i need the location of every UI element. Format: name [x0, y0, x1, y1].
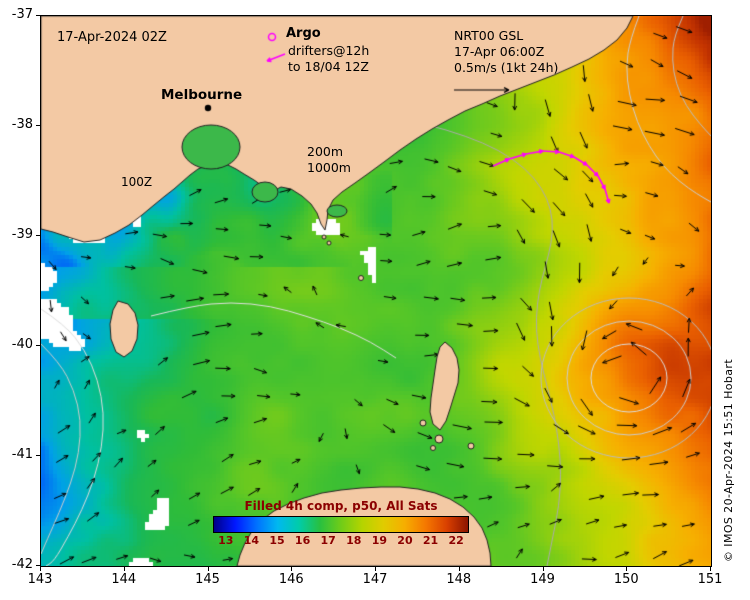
drifters-legend-line2: to 18/04 12Z [288, 59, 369, 74]
colorbar-tick-label: 18 [346, 534, 362, 547]
colorbar-title: Filled 4h comp, p50, All Sats [244, 499, 438, 513]
contour-depth-label-200m: 200m [307, 144, 344, 159]
y-tick-mark [36, 125, 40, 126]
city-label-melbourne: Melbourne [161, 87, 243, 103]
y-tick-label: -39 [11, 227, 33, 242]
x-tick-label: 150 [613, 572, 639, 587]
x-tick-mark [542, 567, 544, 571]
x-tick-label: 149 [530, 572, 555, 587]
sst-map-canvas [41, 16, 711, 566]
contour-depth-label-1000m: 1000m [307, 160, 351, 175]
colorbar-tick-labels: 13 14 15 16 17 18 19 20 21 22 [213, 534, 469, 547]
y-tick-label: -37 [11, 7, 33, 22]
gsl-legend-line1: NRT00 GSL [454, 28, 524, 43]
colorbar-tick-label: 15 [269, 534, 285, 547]
drifters-legend-line1: drifters@12h [288, 43, 370, 58]
map-plot-area: 17-Apr-2024 02Z Argo drifters@12h to 18/… [40, 15, 712, 567]
x-tick-mark [123, 567, 125, 571]
y-tick-label: -41 [11, 447, 33, 462]
x-tick-label: 144 [111, 572, 137, 587]
x-tick-label: 143 [27, 572, 53, 587]
y-tick-mark [36, 345, 40, 346]
y-tick-mark [36, 565, 40, 566]
x-tick-mark [291, 567, 293, 571]
x-tick-mark [207, 567, 209, 571]
x-tick-label: 147 [362, 572, 388, 587]
x-tick-label: 146 [278, 572, 304, 587]
colorbar-tick-label: 20 [397, 534, 413, 547]
y-tick-mark [36, 455, 40, 456]
colorbar: Filled 4h comp, p50, All Sats 13 14 15 16 17… [204, 499, 478, 547]
credit-text: © IMOS 20-Apr-2024 15:51 Hobart [722, 358, 735, 562]
y-tick-label: -40 [11, 337, 33, 352]
colorbar-tick-label: 22 [448, 534, 464, 547]
gsl-legend-line3: 0.5m/s (1kt 24h) [454, 60, 559, 75]
y-tick-label: -42 [11, 557, 33, 572]
colorbar-tick-label: 14 [243, 534, 260, 547]
contour-time-label: 100Z [121, 175, 153, 189]
x-tick-mark [40, 567, 41, 571]
gsl-legend: NRT00 GSL 17-Apr 06:00Z 0.5m/s (1kt 24h) [454, 28, 558, 76]
argo-legend-label: Argo [286, 26, 321, 41]
colorbar-tick-label: 13 [218, 534, 234, 547]
colorbar-tick-label: 16 [294, 534, 311, 547]
x-tick-mark [375, 567, 376, 571]
gsl-legend-line2: 17-Apr 06:00Z [454, 44, 545, 59]
colorbar-gradient [213, 516, 469, 533]
x-tick-label: 148 [446, 572, 472, 587]
date-label: 17-Apr-2024 02Z [57, 30, 167, 45]
x-tick-label: 151 [697, 572, 723, 587]
colorbar-tick-label: 17 [320, 534, 336, 547]
x-tick-mark [710, 567, 711, 571]
colorbar-tick-label: 19 [371, 534, 388, 547]
x-tick-mark [458, 567, 460, 571]
y-tick-mark [36, 235, 40, 236]
y-tick-mark [36, 15, 40, 16]
colorbar-tick-label: 21 [422, 534, 439, 547]
y-tick-label: -38 [11, 117, 33, 132]
x-tick-label: 145 [195, 572, 220, 587]
x-tick-mark [626, 567, 628, 571]
